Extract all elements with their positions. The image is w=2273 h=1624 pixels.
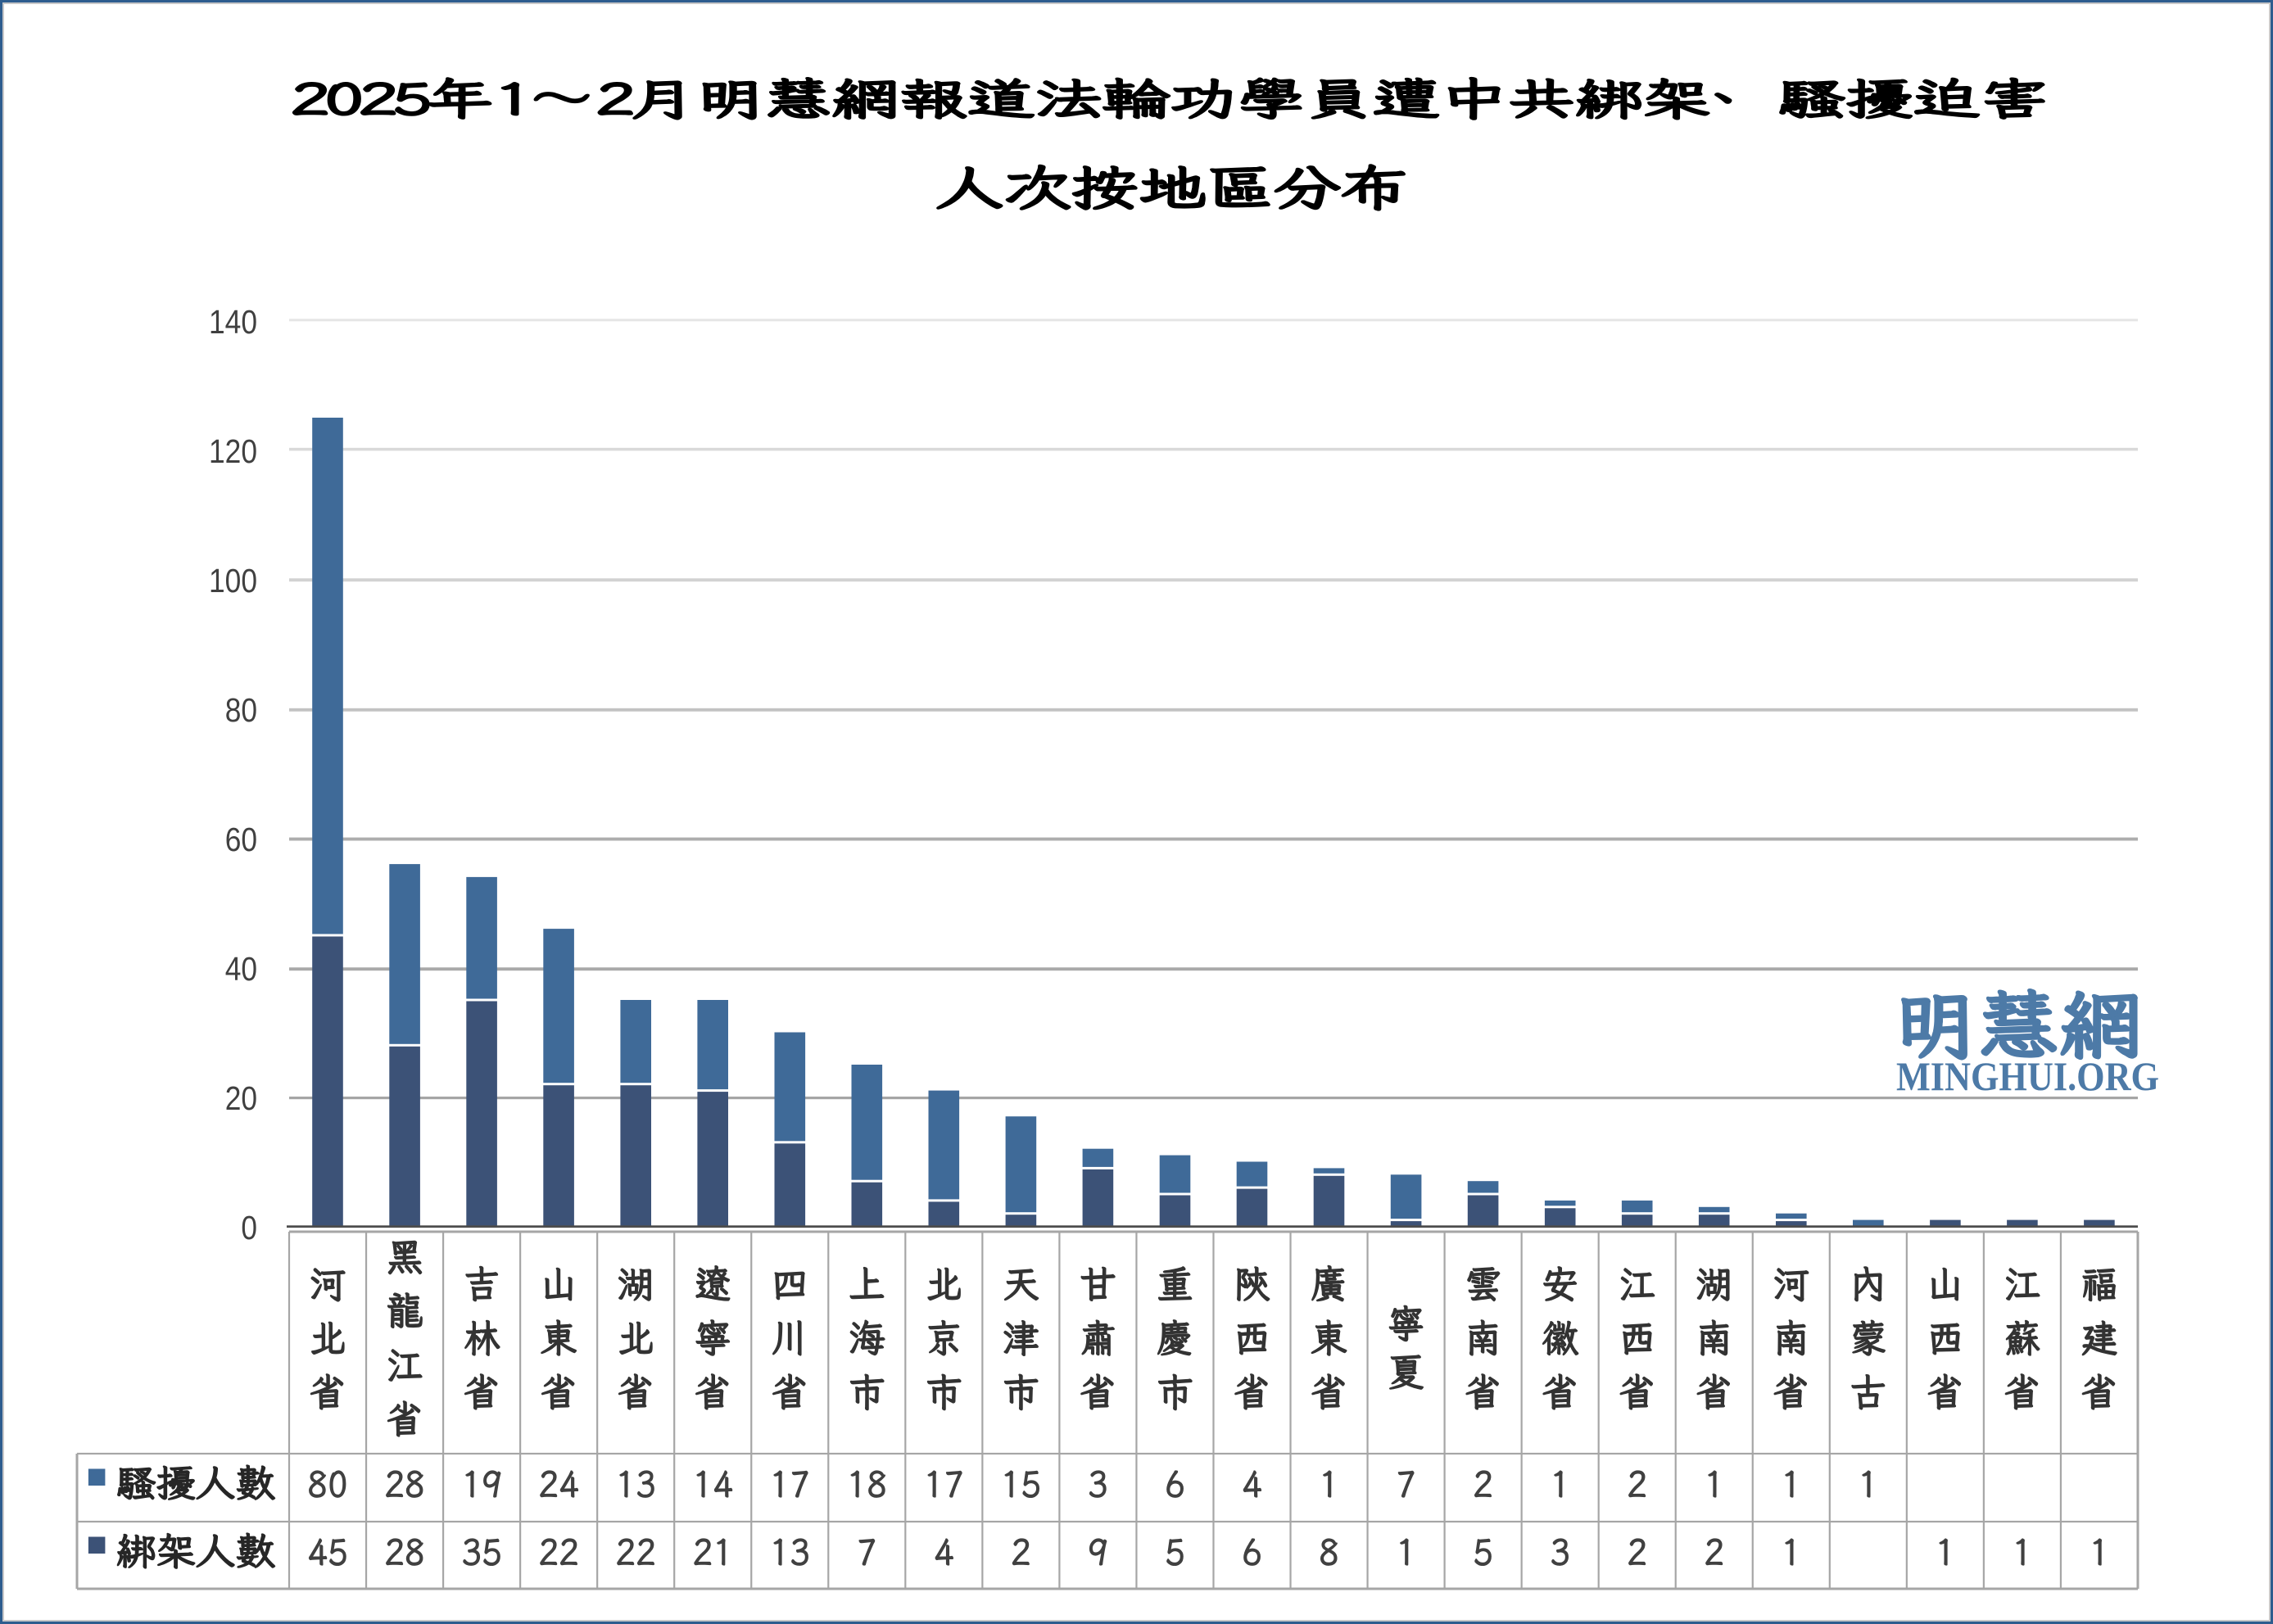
svg-text:80: 80 xyxy=(225,691,257,729)
svg-text:0: 0 xyxy=(241,1209,257,1246)
svg-text:100: 100 xyxy=(209,562,257,599)
svg-text:120: 120 xyxy=(209,432,257,470)
svg-text:40: 40 xyxy=(225,950,257,988)
svg-text:60: 60 xyxy=(225,821,257,858)
svg-text:MINGHUI.ORG: MINGHUI.ORG xyxy=(1896,1053,2159,1099)
svg-text:20: 20 xyxy=(225,1079,257,1117)
svg-text:140: 140 xyxy=(209,303,257,341)
